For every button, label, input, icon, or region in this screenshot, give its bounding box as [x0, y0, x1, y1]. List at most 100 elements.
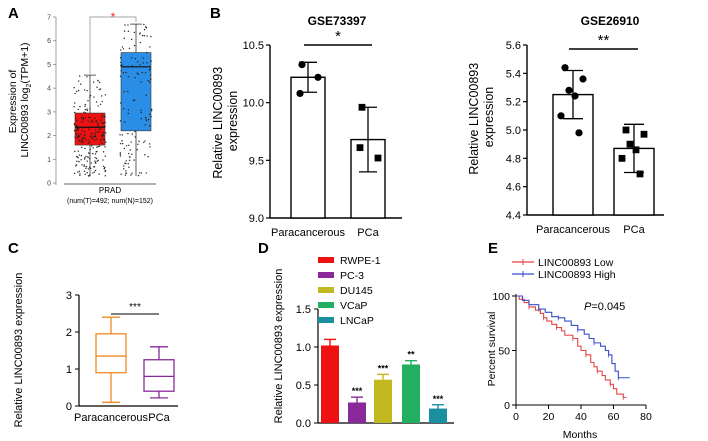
b2-point	[561, 64, 569, 72]
panel-a-point	[104, 175, 107, 177]
b1-xtick-label: Paracancerous	[271, 227, 345, 239]
panel-a-point	[137, 174, 140, 177]
panel-a-point	[127, 30, 130, 33]
panel-a-point	[92, 147, 94, 149]
panel-a-point	[134, 58, 137, 60]
panel-e-ylabel: Percent survival	[486, 312, 498, 387]
panel-a-point	[122, 48, 125, 50]
panel-a-point	[127, 132, 129, 135]
panel-a-point	[82, 139, 84, 142]
panel-a-point	[91, 119, 93, 122]
panel-a-point	[94, 157, 96, 159]
panel-a-point	[97, 123, 99, 126]
panel-a-point	[134, 130, 136, 133]
panel-c-sig-star: ***	[129, 302, 141, 313]
panel-a-point	[98, 128, 101, 130]
panel-a-point	[97, 80, 99, 82]
panel-a-point	[94, 129, 97, 131]
panel-a-point	[77, 157, 79, 159]
panel-e-ytick-label: 100	[492, 291, 510, 303]
panel-d-legend-swatch	[318, 317, 334, 323]
panel-a-point	[120, 70, 122, 72]
b1-point	[356, 144, 364, 152]
panel-a-point	[75, 164, 78, 166]
panel-a-point	[74, 102, 76, 104]
panel-a-point	[89, 94, 92, 97]
panel-a-point	[74, 111, 76, 114]
panel-a-ytick-label: 0	[47, 181, 51, 188]
panel-a-point	[120, 64, 122, 67]
panel-c-plot: 0 1 2 3 Paracancerous PCa ***	[66, 290, 178, 424]
panel-a-point	[131, 133, 133, 135]
panel-a-point	[133, 44, 136, 47]
panel-c-box-0	[95, 333, 127, 374]
panel-a-point	[76, 125, 78, 127]
panel-a-ytick-label: 4	[47, 86, 51, 93]
panel-b2-ylabel-line1: Relative LINC00893	[467, 63, 481, 175]
panel-d-ylabel: Relative LINC00893 expression	[273, 269, 285, 424]
panel-a-point	[104, 94, 107, 96]
panel-a-point	[141, 71, 143, 74]
panel-a-point	[105, 141, 107, 143]
b2-point	[618, 154, 626, 162]
panel-a-ytick-label: 5	[47, 62, 51, 69]
panel-a-point	[145, 51, 148, 54]
panel-a-ytick-label: 3	[47, 109, 51, 116]
panel-a-point	[129, 149, 131, 151]
panel-d-ytick-label: 0.0	[296, 418, 311, 430]
panel-e-xtick-label: 40	[575, 411, 587, 423]
panel-a-boxes: *	[73, 10, 153, 177]
b1-bar-0	[290, 76, 326, 219]
panel-a-point	[87, 116, 90, 119]
panel-a-point	[90, 121, 92, 123]
panel-a-point	[127, 162, 129, 165]
panel-a-point	[119, 155, 122, 157]
panel-a-point	[73, 123, 76, 125]
panel-a-point	[139, 41, 142, 44]
panel-e-pvalue: P=0.045	[584, 301, 625, 313]
panel-d-bar-du145	[374, 379, 392, 423]
panel-a-point	[92, 172, 94, 174]
panel-a-point	[96, 86, 98, 88]
panel-a-sig-star: *	[111, 10, 116, 24]
panel-b2-title: GSE26910	[581, 14, 640, 28]
panel-a-point	[143, 35, 146, 37]
panel-a-point	[119, 134, 121, 136]
panel-a-point	[146, 35, 148, 37]
panel-a-point	[79, 83, 82, 85]
panel-a-point	[74, 136, 76, 138]
panel-a-point	[77, 128, 80, 130]
panel-e-ytick-label: 0	[504, 400, 510, 412]
panel-a-point	[83, 136, 85, 139]
b2-point	[636, 170, 644, 178]
panel-a-point	[149, 113, 151, 115]
panel-a-point	[87, 139, 89, 141]
panel-a-point	[138, 140, 140, 143]
panel-a-point	[141, 34, 144, 37]
panel-b1-ylabel-line2: expression	[226, 91, 240, 151]
panel-a-point	[98, 145, 101, 147]
b2-point	[640, 130, 648, 138]
panel-a-ylabel-tail: (TPM+1)	[19, 42, 31, 83]
panel-a-point	[77, 134, 80, 136]
panel-a-point	[121, 140, 123, 142]
panel-a-point	[125, 172, 128, 175]
panel-a-point	[76, 155, 78, 158]
panel-a-point	[94, 135, 97, 138]
panel-e-curve-high	[516, 295, 630, 379]
panel-d-sig-label: ***	[433, 394, 444, 404]
panel-a-point	[90, 135, 92, 137]
panel-a-point	[127, 24, 129, 26]
panel-a-point	[104, 115, 106, 118]
panel-a-point	[98, 81, 101, 84]
panel-a-point	[100, 128, 102, 130]
panel-a-point	[136, 148, 138, 151]
panel-a-point	[149, 125, 151, 127]
panel-a-point	[130, 141, 132, 143]
panel-a-point	[86, 172, 88, 174]
panel-d: Relative LINC00893 expression 0.0 0.5 1.0 1…	[273, 255, 454, 430]
panel-a-point	[97, 125, 99, 127]
panel-a-point	[86, 89, 88, 92]
b2-point	[571, 92, 579, 100]
panel-a-point	[127, 109, 130, 111]
